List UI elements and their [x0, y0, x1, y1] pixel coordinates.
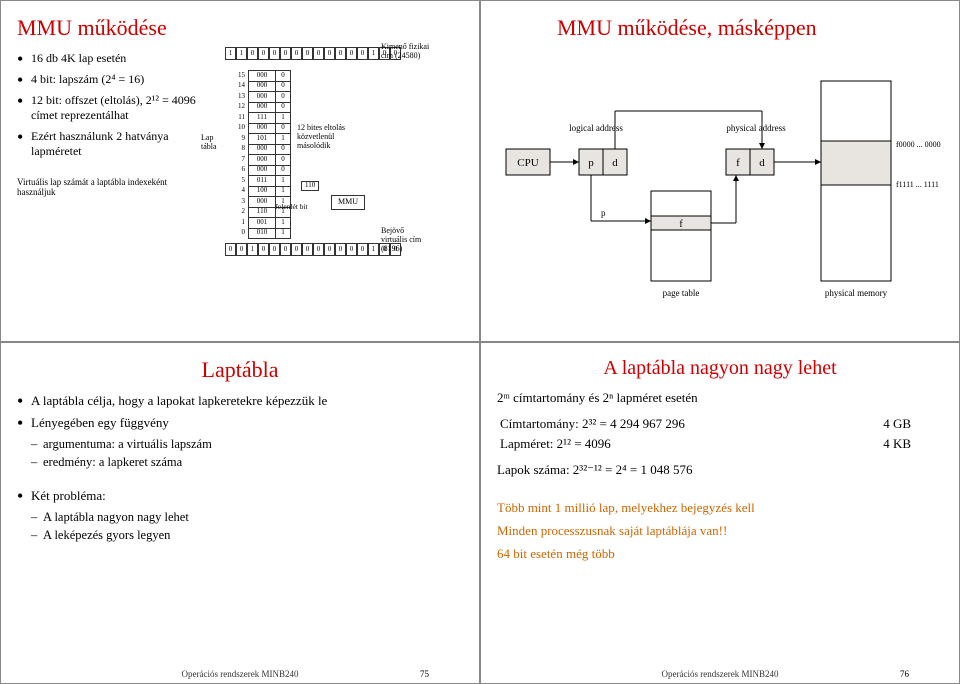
slide4-body: 2ᵐ címtartomány és 2ⁿ lapméret esetén Cí…	[497, 390, 943, 562]
cell: 4 KB	[836, 435, 941, 453]
orange-line: Minden processzusnak saját laptáblája va…	[497, 523, 943, 539]
slide1-title: MMU működése	[17, 15, 197, 41]
bullet: A laptábla célja, hogy a lapokat lapkere…	[17, 393, 463, 409]
sub-bullet: eredmény: a lapkeret száma	[31, 455, 463, 470]
sub-bullet: argumentuma: a virtuális lapszám	[31, 437, 463, 452]
slide3-sublist2: A laptábla nagyon nagy lehet A leképezés…	[17, 510, 463, 543]
orange-line: 64 bit esetén még több	[497, 546, 943, 562]
line: Lapok száma: 2³²⁻¹² = 2⁴ = 1 048 576	[497, 462, 943, 478]
bites-label: 12 bites eltolás közvetlenül másolódik	[297, 124, 352, 150]
footer: Operációs rendszerek MINB240	[1, 669, 479, 679]
svg-text:physical address: physical address	[726, 123, 786, 133]
box-110: 110	[301, 181, 319, 191]
kimeno-label: Kimenő fizikai cím (24580)	[381, 43, 431, 61]
cell: 4 GB	[836, 415, 941, 433]
slide3-sublist1: argumentuma: a virtuális lapszám eredmén…	[17, 437, 463, 470]
slide-laptabla: Laptábla A laptábla célja, hogy a lapoka…	[0, 342, 480, 684]
page-number: 76	[900, 669, 909, 679]
slide3-bullets2: Két probléma:	[17, 488, 463, 504]
slide3-title: Laptábla	[17, 357, 463, 383]
slide4-title: A laptábla nagyon nagy lehet	[497, 357, 943, 380]
orange-line: Több mint 1 millió lap, melyekhez bejegy…	[497, 500, 943, 516]
output-bits: 1100000000000100	[225, 47, 401, 60]
svg-text:f0000 ... 0000: f0000 ... 0000	[896, 140, 941, 149]
mmu-alt-diagram: CPU logical address p d p f page table	[501, 61, 949, 313]
bejovo-label: Bejövő virtuális cím (8196)	[381, 227, 431, 253]
slide4-table: Címtartomány: 2³² = 4 294 967 2964 GB La…	[497, 413, 943, 455]
page-number: 75	[420, 669, 429, 679]
bullet: 16 db 4K lap esetén	[17, 51, 197, 66]
slide-laptabla-nagy: A laptábla nagyon nagy lehet 2ᵐ címtarto…	[480, 342, 960, 684]
slide-mmu-1: MMU működése 16 db 4K lap esetén 4 bit: …	[0, 0, 480, 342]
cell: Címtartomány: 2³² = 4 294 967 296	[499, 415, 834, 433]
slide3-bullets: A laptábla célja, hogy a lapokat lapkere…	[17, 393, 463, 431]
slide-mmu-2: MMU működése, másképpen CPU logical addr…	[480, 0, 960, 342]
bullet: Két probléma:	[17, 488, 463, 504]
svg-text:d: d	[612, 157, 618, 169]
footer: Operációs rendszerek MINB240	[481, 669, 959, 679]
cpu-label: CPU	[517, 157, 538, 169]
bullet: Lényegében egy függvény	[17, 415, 463, 431]
bullet: Ezért használunk 2 hatványa lapméretet	[17, 129, 197, 159]
line: 2ᵐ címtartomány és 2ⁿ lapméret esetén	[497, 390, 943, 406]
mmu-box: MMU	[331, 195, 365, 210]
mmu-diagram: 1100000000000100 Kimenő fizikai cím (245…	[201, 47, 401, 256]
svg-text:d: d	[759, 157, 765, 169]
svg-text:f: f	[736, 157, 740, 169]
slide1-bullets: 16 db 4K lap esetén 4 bit: lapszám (2⁴ =…	[17, 51, 197, 159]
slide2-title: MMU működése, másképpen	[557, 15, 943, 41]
sub-bullet: A leképezés gyors legyen	[31, 528, 463, 543]
jelenlet-label: Jelenlét bit	[275, 203, 308, 211]
bullet: 12 bit: offszet (eltolás), 2¹² = 4096 cí…	[17, 93, 197, 123]
svg-text:f1111 ... 1111: f1111 ... 1111	[896, 180, 939, 189]
input-bits: 0010000000000100	[225, 243, 401, 256]
diagram-svg: CPU logical address p d p f page table	[501, 61, 941, 311]
sub-bullet: A laptábla nagyon nagy lehet	[31, 510, 463, 525]
svg-text:p: p	[588, 157, 594, 169]
cell: Lapméret: 2¹² = 4096	[499, 435, 834, 453]
svg-text:p: p	[601, 208, 606, 218]
laptabla-label: Lap tábla	[201, 134, 223, 152]
bullet: 4 bit: lapszám (2⁴ = 16)	[17, 72, 197, 87]
svg-text:physical memory: physical memory	[825, 288, 888, 298]
virt-index-label: Virtuális lap számát a laptábla indexeké…	[17, 177, 197, 197]
page-table: 1500001400001300001200001111111000009101…	[229, 70, 291, 239]
svg-text:page table: page table	[663, 288, 700, 298]
